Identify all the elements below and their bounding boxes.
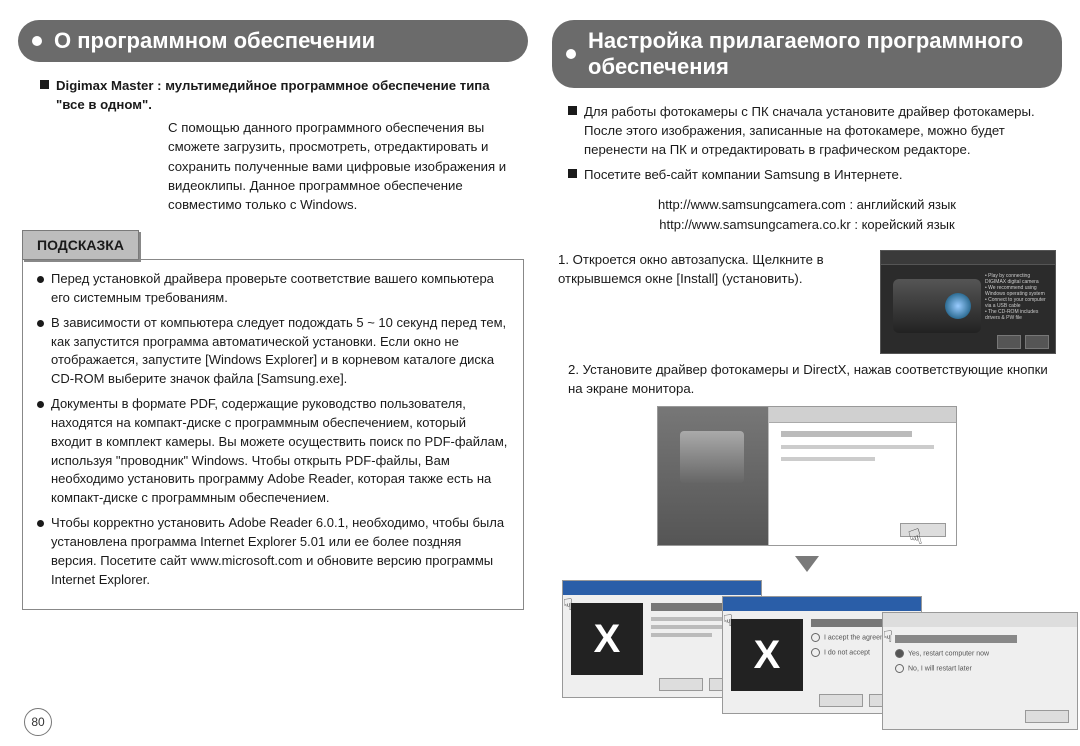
hint-item: Чтобы корректно установить Adobe Reader … [37,514,509,589]
right-title: Настройка прилагаемого программного обес… [588,28,1048,80]
arrow-down-icon [795,556,819,572]
hint-list: Перед установкой драйвера проверьте соот… [37,270,509,590]
wizard-screenshot-area: ☟ X ☟ X [558,406,1056,730]
step2-text: 2. Установите драйвер фотокамеры и Direc… [552,360,1062,398]
right-title-pill: Настройка прилагаемого программного обес… [552,20,1062,88]
urls-block: http://www.samsungcamera.com : английски… [552,195,1062,237]
wizard-screenshot-1: ☟ [657,406,957,546]
square-bullet-icon [40,80,49,89]
wizard-mini-3: Yes, restart computer now No, I will res… [882,612,1078,730]
square-bullet-icon [568,169,577,178]
right-column: Настройка прилагаемого программного обес… [552,20,1062,736]
r-bullet-text: Посетите веб-сайт компании Samsung в Инт… [584,165,903,184]
square-bullet-icon [568,106,577,115]
hint-content: Перед установкой драйвера проверьте соот… [22,259,524,611]
lead-bold: Digimax Master : мультимедийное программ… [56,76,518,114]
hint-label: ПОДСКАЗКА [22,230,139,260]
left-column: О программном обеспечении Digimax Master… [18,20,528,736]
url-line: http://www.samsungcamera.com : английски… [552,195,1062,216]
installer-screenshot: • Play by connecting DIGIMAX digital cam… [880,250,1056,354]
lead-text: С помощью данного программного обеспечен… [40,118,518,214]
bullet-icon [32,36,42,46]
left-body: Digimax Master : мультимедийное программ… [18,76,528,214]
step-1: 1. Откроется окно автозапуска. Щелкните … [558,250,1056,354]
right-body: Для работы фотокамеры с ПК сначала устан… [552,102,1062,185]
r-bullet-row: Для работы фотокамеры с ПК сначала устан… [568,102,1052,159]
step1-text: 1. Откроется окно автозапуска. Щелкните … [558,250,866,288]
hint-item: Перед установкой драйвера проверьте соот… [37,270,509,308]
url-line: http://www.samsungcamera.co.kr : корейск… [552,215,1062,236]
wizard-screenshot-row: X ☟ X I accept the agreement I do not ac… [562,580,1052,730]
hint-item: Документы в формате PDF, содержащие руко… [37,395,509,508]
lead-row: Digimax Master : мультимедийное программ… [40,76,518,114]
r-bullet-row: Посетите веб-сайт компании Samsung в Инт… [568,165,1052,184]
left-title-pill: О программном обеспечении [18,20,528,62]
page-number: 80 [24,708,52,736]
hint-box: ПОДСКАЗКА Перед установкой драйвера пров… [22,230,524,611]
r-bullet-text: Для работы фотокамеры с ПК сначала устан… [584,102,1052,159]
hint-item: В зависимости от компьютера следует подо… [37,314,509,389]
bullet-icon [566,49,576,59]
left-title: О программном обеспечении [54,28,375,54]
